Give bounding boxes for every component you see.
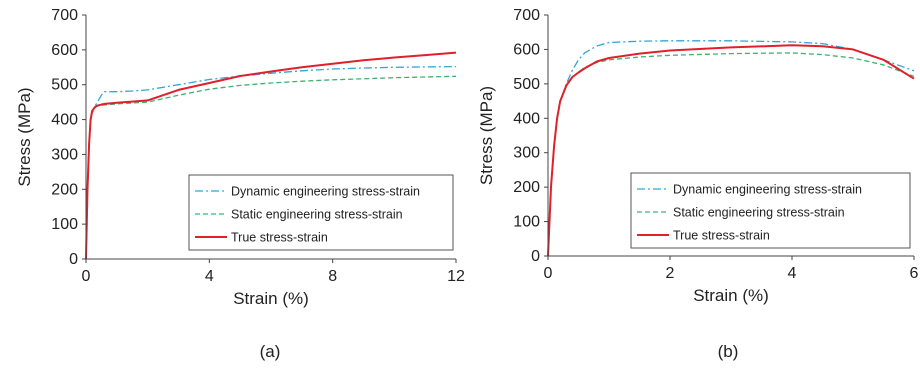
y-tick-label: 700 — [513, 7, 540, 24]
y-tick-label: 500 — [51, 77, 78, 94]
ticks-a: 0 4 8 12 0 100 200 300 400 500 600 700 — [51, 7, 465, 285]
x-tick-label: 12 — [447, 268, 465, 285]
y-tick-label: 0 — [69, 251, 78, 268]
plot-lines-b — [547, 40, 915, 257]
y-tick-label: 200 — [513, 179, 540, 196]
y-tick-label: 100 — [513, 214, 540, 231]
legend-b: Dynamic engineering stress-strain Static… — [630, 172, 911, 249]
y-tick-label: 600 — [51, 42, 78, 59]
y-tick-label: 700 — [51, 7, 78, 24]
legend-label-true-a: True stress-strain — [231, 231, 328, 245]
series-line-dynamic — [547, 40, 915, 257]
y-tick-label: 500 — [513, 76, 540, 93]
legend-label-static-b: Static engineering stress-strain — [673, 206, 845, 220]
legend-box-b — [630, 172, 911, 249]
y-tick-label: 300 — [513, 145, 540, 162]
series-line-true — [547, 44, 915, 257]
legend-label-static-a: Static engineering stress-strain — [231, 208, 403, 222]
series-line-static — [547, 52, 915, 257]
y-tick-label: 0 — [531, 248, 540, 265]
x-axis-title-a: Strain (%) — [233, 289, 309, 308]
x-tick-label: 0 — [82, 268, 91, 285]
legend-label-dynamic-a: Dynamic engineering stress-strain — [231, 185, 420, 199]
y-tick-label: 400 — [51, 112, 78, 129]
legend-box-a — [188, 174, 454, 251]
x-tick-label: 4 — [205, 268, 214, 285]
legend-label-dynamic-b: Dynamic engineering stress-strain — [673, 183, 862, 197]
y-tick-label: 300 — [51, 146, 78, 163]
y-tick-label: 200 — [51, 181, 78, 198]
x-tick-label: 6 — [910, 265, 919, 282]
caption-a: (a) — [260, 342, 281, 361]
caption-b: (b) — [718, 342, 739, 361]
chart-panel-a: 0 4 8 12 0 100 200 300 400 500 600 700 Strain (%) S… — [15, 7, 465, 361]
chart-panel-b: 0 2 4 6 0 100 200 300 400 500 600 700 Strain (%) St… — [477, 7, 919, 361]
ticks-b: 0 2 4 6 0 100 200 300 400 500 600 700 — [513, 7, 918, 282]
plot-lines-a — [85, 51, 457, 260]
y-tick-label: 100 — [51, 216, 78, 233]
y-axis-title-a: Stress (MPa) — [15, 87, 34, 186]
series-line-true — [85, 51, 457, 260]
y-tick-label: 600 — [513, 41, 540, 58]
x-tick-label: 0 — [544, 265, 553, 282]
legend-label-true-b: True stress-strain — [673, 229, 770, 243]
x-tick-label: 4 — [788, 265, 797, 282]
y-tick-label: 400 — [513, 110, 540, 127]
x-tick-label: 8 — [328, 268, 337, 285]
y-axis-title-b: Stress (MPa) — [477, 86, 496, 185]
legend-a: Dynamic engineering stress-strain Static… — [188, 174, 454, 251]
x-tick-label: 2 — [666, 265, 675, 282]
x-axis-title-b: Strain (%) — [693, 286, 769, 305]
